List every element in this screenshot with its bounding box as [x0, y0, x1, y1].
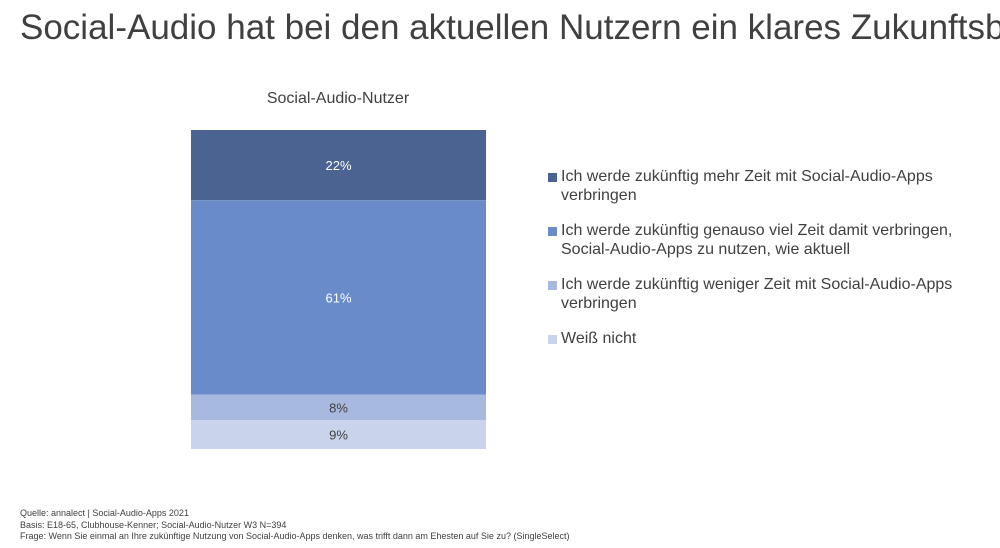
- bar-segment-2: [191, 200, 486, 395]
- legend-label: Ich werde zukünftig weniger Zeit mit Soc…: [561, 276, 953, 312]
- legend-swatch: [548, 227, 557, 236]
- footnote: Quelle: annalect | Social-Audio-Apps 202…: [20, 508, 569, 543]
- data-label-2: 61%: [325, 290, 351, 305]
- chart-title: Social-Audio-Nutzer: [266, 90, 410, 107]
- legend-label: Ich werde zukünftig mehr Zeit mit Social…: [561, 168, 933, 204]
- footnote-source: Quelle: annalect | Social-Audio-Apps 202…: [20, 508, 189, 518]
- legend-swatch: [548, 335, 557, 344]
- footnote-question: Frage: Wenn Sie einmal an Ihre zukünftig…: [20, 531, 570, 541]
- data-label-3: 8%: [329, 401, 348, 416]
- data-label-1: 22%: [325, 158, 351, 173]
- legend-label: Weiß nicht: [561, 330, 637, 347]
- data-label-4: 9%: [329, 428, 348, 443]
- footnote-basis: Basis: E18-65, Clubhouse-Kenner; Social-…: [20, 519, 287, 530]
- bar-segment-3: [191, 394, 486, 421]
- legend-label: Ich werde zukünftig genauso viel Zeit da…: [561, 222, 953, 258]
- legend-item-mehr-zeit: Ich werde zukünftig mehr Zeit mit Social…: [548, 167, 988, 205]
- bar-segment-1: [191, 130, 486, 201]
- legend-item-weniger-zeit: Ich werde zukünftig weniger Zeit mit Soc…: [548, 275, 988, 313]
- legend-item-genauso-viel: Ich werde zukünftig genauso viel Zeit da…: [548, 221, 988, 259]
- legend-item-weiss-nicht: Weiß nicht: [548, 329, 988, 348]
- bar-segment-4: [191, 420, 486, 449]
- chart-legend: Ich werde zukünftig mehr Zeit mit Social…: [548, 167, 988, 364]
- legend-swatch: [548, 173, 557, 182]
- page-title: Social-Audio hat bei den aktuellen Nutze…: [20, 8, 1000, 47]
- legend-swatch: [548, 281, 557, 290]
